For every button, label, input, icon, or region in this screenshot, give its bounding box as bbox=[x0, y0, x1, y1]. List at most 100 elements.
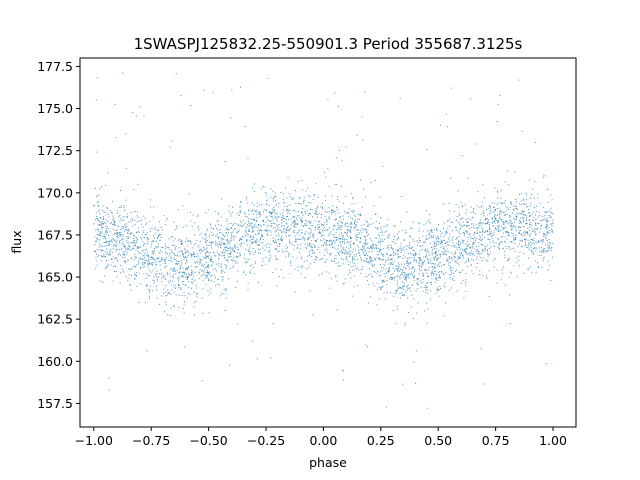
data-point bbox=[513, 209, 515, 211]
data-point bbox=[494, 208, 496, 210]
data-point bbox=[449, 262, 451, 264]
data-point bbox=[444, 250, 446, 252]
data-point bbox=[502, 221, 504, 223]
data-point bbox=[105, 232, 107, 234]
data-point bbox=[109, 222, 111, 224]
data-point bbox=[521, 246, 523, 248]
data-point bbox=[311, 244, 313, 246]
data-point bbox=[259, 224, 261, 226]
data-point bbox=[401, 273, 403, 275]
data-point bbox=[393, 295, 395, 297]
data-point bbox=[146, 350, 148, 352]
data-point bbox=[254, 219, 255, 221]
data-point bbox=[405, 277, 407, 279]
data-point bbox=[396, 270, 398, 272]
data-point bbox=[435, 279, 437, 281]
data-point bbox=[350, 277, 352, 279]
data-point bbox=[346, 260, 348, 262]
data-point bbox=[299, 248, 301, 250]
data-point bbox=[402, 266, 404, 268]
data-point bbox=[116, 232, 118, 233]
data-point bbox=[202, 288, 204, 290]
data-point bbox=[325, 195, 327, 197]
data-point bbox=[100, 217, 102, 219]
data-point bbox=[291, 244, 293, 246]
data-point bbox=[341, 251, 343, 253]
data-point bbox=[493, 230, 495, 232]
data-point bbox=[281, 239, 283, 241]
data-point bbox=[383, 254, 385, 256]
data-point bbox=[151, 257, 153, 259]
data-point bbox=[503, 211, 505, 213]
data-point bbox=[212, 233, 214, 235]
data-point bbox=[359, 236, 361, 238]
data-point bbox=[314, 244, 316, 246]
data-point bbox=[247, 244, 249, 246]
data-point bbox=[243, 224, 245, 226]
data-point bbox=[278, 233, 280, 235]
y-axis-label: flux bbox=[9, 230, 24, 253]
data-point bbox=[546, 223, 548, 225]
data-point bbox=[219, 242, 221, 244]
data-point bbox=[97, 223, 99, 225]
data-point bbox=[142, 255, 144, 257]
data-point bbox=[335, 248, 337, 250]
data-point bbox=[254, 223, 256, 225]
data-point bbox=[413, 277, 415, 279]
data-point bbox=[338, 227, 340, 229]
data-point bbox=[225, 247, 227, 249]
data-point bbox=[202, 312, 204, 314]
data-point bbox=[423, 310, 425, 312]
data-point bbox=[529, 235, 531, 237]
data-point bbox=[407, 262, 409, 264]
data-point bbox=[363, 229, 365, 231]
data-point bbox=[404, 263, 405, 265]
data-point bbox=[400, 274, 402, 276]
data-point bbox=[530, 247, 532, 249]
data-point bbox=[526, 232, 528, 234]
data-point bbox=[407, 312, 409, 314]
data-point bbox=[480, 240, 482, 242]
data-point bbox=[238, 214, 240, 216]
data-point bbox=[164, 262, 166, 264]
data-point bbox=[285, 216, 287, 218]
data-point bbox=[535, 234, 537, 236]
data-point bbox=[116, 243, 118, 245]
data-point bbox=[350, 231, 352, 233]
data-point bbox=[363, 188, 365, 190]
data-point bbox=[259, 238, 261, 240]
data-point bbox=[529, 226, 531, 228]
data-point bbox=[379, 258, 381, 260]
data-point bbox=[272, 240, 274, 242]
data-point bbox=[342, 240, 344, 242]
y-tick-label: 160.0 bbox=[37, 354, 73, 369]
data-point bbox=[96, 228, 98, 230]
data-point bbox=[510, 228, 512, 230]
data-point bbox=[515, 216, 517, 218]
data-point bbox=[434, 271, 436, 273]
data-point bbox=[476, 232, 478, 234]
data-point bbox=[461, 252, 463, 254]
data-point bbox=[186, 249, 188, 251]
data-point bbox=[541, 250, 543, 252]
data-point bbox=[435, 245, 437, 247]
data-point bbox=[321, 240, 323, 242]
data-point bbox=[105, 219, 107, 221]
data-point bbox=[388, 244, 390, 246]
data-point bbox=[268, 251, 270, 253]
data-point bbox=[500, 218, 502, 220]
data-point bbox=[286, 229, 288, 231]
data-point bbox=[508, 234, 510, 236]
data-point bbox=[145, 249, 147, 251]
data-point bbox=[499, 242, 501, 244]
data-point bbox=[330, 210, 332, 212]
data-point bbox=[347, 230, 349, 232]
x-axis-label: phase bbox=[309, 455, 347, 470]
data-point bbox=[438, 257, 440, 259]
data-point bbox=[413, 258, 415, 260]
data-point bbox=[531, 213, 533, 215]
data-point bbox=[458, 231, 460, 233]
data-point bbox=[497, 239, 499, 241]
data-point bbox=[95, 219, 97, 221]
data-point bbox=[420, 245, 422, 247]
